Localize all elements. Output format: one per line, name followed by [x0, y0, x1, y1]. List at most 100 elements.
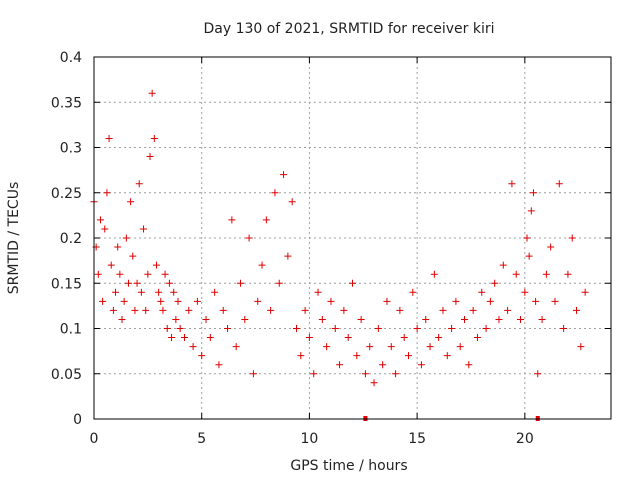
chart-title: Day 130 of 2021, SRMTID for receiver kir… — [203, 21, 494, 37]
data-point — [165, 279, 173, 287]
data-point — [99, 297, 107, 305]
data-point — [577, 343, 585, 351]
axis-ticks: 0 5 10 15 20 0 0.05 0.1 0.15 0.2 0.25 0.3 0.35 0.4 — [51, 50, 611, 447]
data-point — [105, 134, 113, 142]
data-point — [461, 315, 469, 323]
data-point — [318, 315, 326, 323]
data-point — [532, 297, 540, 305]
data-point — [109, 306, 117, 314]
y-tick-label: 0.15 — [51, 276, 82, 292]
data-point — [547, 243, 555, 251]
data-point — [443, 352, 451, 360]
data-point — [284, 252, 292, 260]
y-tick-label: 0.2 — [60, 231, 82, 247]
data-point — [573, 306, 581, 314]
data-point — [174, 297, 182, 305]
data-point — [148, 89, 156, 97]
data-point — [215, 361, 223, 369]
data-point — [508, 180, 516, 188]
data-point — [340, 306, 348, 314]
data-point — [387, 343, 395, 351]
data-point — [211, 288, 219, 296]
data-point — [185, 306, 193, 314]
y-tick-label: 0.05 — [51, 367, 82, 383]
data-point — [219, 306, 227, 314]
data-point — [107, 261, 115, 269]
data-point — [448, 325, 456, 332]
data-point — [392, 370, 400, 378]
data-point — [280, 171, 288, 179]
data-point — [118, 315, 126, 323]
data-point — [96, 216, 104, 224]
data-point — [456, 343, 464, 351]
data-point — [512, 270, 520, 278]
data-point — [176, 325, 184, 332]
y-tick-label: 0.3 — [60, 141, 82, 157]
data-point — [465, 361, 473, 369]
data-point — [517, 315, 525, 323]
data-point — [396, 306, 404, 314]
data-point — [127, 198, 135, 206]
data-point — [232, 343, 240, 351]
data-point — [114, 243, 122, 251]
data-point — [413, 325, 421, 332]
data-point — [258, 261, 266, 269]
data-point — [323, 343, 331, 351]
data-point — [224, 325, 232, 332]
data-point — [245, 234, 253, 242]
data-point — [116, 270, 124, 278]
data-point — [206, 334, 214, 342]
data-point — [297, 352, 305, 360]
data-point — [254, 297, 262, 305]
data-point — [564, 270, 572, 278]
data-point — [172, 315, 180, 323]
data-point — [417, 361, 425, 369]
data-point — [137, 288, 145, 296]
data-point — [327, 297, 335, 305]
data-point — [491, 279, 499, 287]
data-point — [400, 334, 408, 342]
data-point — [534, 370, 542, 378]
data-point — [122, 234, 130, 242]
data-point — [344, 334, 352, 342]
data-point — [124, 279, 132, 287]
data-point — [551, 297, 559, 305]
data-point — [159, 306, 167, 314]
data-point — [542, 270, 550, 278]
data-point — [473, 334, 481, 342]
data-point — [504, 306, 512, 314]
data-point — [555, 180, 563, 188]
x-tick-label: 0 — [90, 431, 99, 447]
x-tick-label: 5 — [197, 431, 206, 447]
data-point — [482, 325, 490, 332]
data-point — [103, 189, 111, 197]
data-point — [140, 225, 148, 233]
data-point — [336, 361, 344, 369]
y-tick-label: 0.4 — [60, 50, 82, 66]
x-tick-label: 20 — [516, 431, 534, 447]
data-point — [370, 379, 378, 387]
data-point — [366, 343, 374, 351]
data-point — [236, 279, 244, 287]
y-tick-label: 0.35 — [51, 95, 82, 111]
data-point — [349, 279, 356, 287]
data-point — [405, 352, 413, 360]
data-point — [157, 297, 165, 305]
data-point — [568, 234, 576, 242]
data-point — [523, 234, 531, 242]
data-point — [135, 180, 143, 188]
data-point — [439, 306, 447, 314]
data-point — [527, 207, 535, 215]
data-point — [430, 270, 438, 278]
data-point — [129, 252, 137, 260]
data-point — [198, 352, 206, 360]
data-point — [112, 288, 120, 296]
data-point — [267, 306, 275, 314]
data-point — [144, 270, 152, 278]
data-point — [288, 198, 296, 206]
data-point — [202, 315, 210, 323]
data-point — [478, 288, 486, 296]
data-point — [310, 370, 318, 378]
data-point — [361, 370, 369, 378]
data-point — [133, 279, 141, 287]
